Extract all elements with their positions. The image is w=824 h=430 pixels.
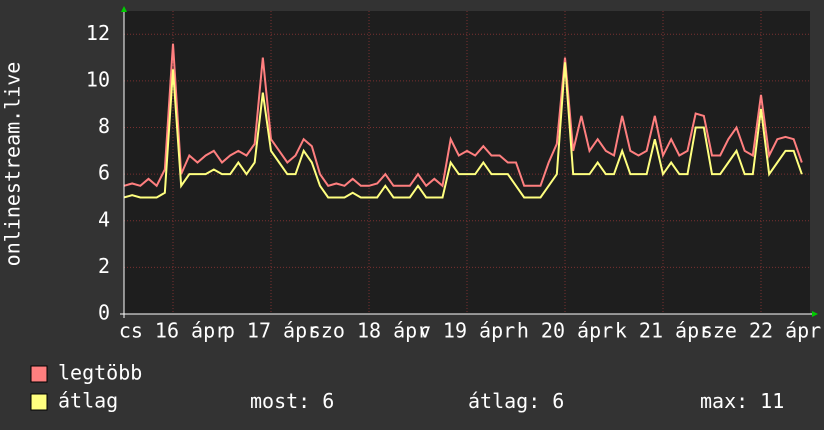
legend-swatch (30, 393, 48, 411)
y-tick-label: 8 (98, 114, 110, 138)
y-tick-label: 0 (98, 301, 110, 325)
arrow (812, 311, 818, 317)
x-tick-label: k 21 ápr (615, 319, 711, 343)
y-tick-label: 2 (98, 254, 110, 278)
stat-label: átlag: (468, 389, 540, 413)
x-tick-label: cs 16 ápr (119, 319, 227, 343)
series-line (123, 62, 803, 199)
stat-value: 6 (322, 389, 334, 413)
stat-label: max: (700, 389, 748, 413)
stat-value: 11 (760, 389, 784, 413)
arrow (121, 6, 127, 12)
x-tick-label: sze 22 ápr (701, 319, 821, 343)
legend-label: átlag (58, 389, 118, 413)
stat: most: 6 (250, 389, 334, 413)
stat: átlag: 6 (468, 389, 564, 413)
legend-swatch (30, 365, 48, 383)
y-tick-label: 4 (98, 207, 110, 231)
x-tick-label: p 17 ápr (223, 319, 319, 343)
x-tick-label: h 20 ápr (517, 319, 613, 343)
stat-label: most: (250, 389, 310, 413)
x-tick-label: v 19 ápr (419, 319, 515, 343)
stat: max: 11 (700, 389, 784, 413)
y-tick-label: 10 (86, 67, 110, 91)
legend: legtöbb átlag most: 6 átlag: 6 max: 11 (30, 361, 784, 413)
y-axis-label: onlinestream.live (1, 62, 25, 267)
legend-label: legtöbb (58, 361, 142, 385)
y-tick-label: 12 (86, 21, 110, 45)
series-line (123, 43, 803, 188)
stat-value: 6 (552, 389, 564, 413)
y-tick-label: 6 (98, 161, 110, 185)
x-tick-label: szo 18 ápr (309, 319, 429, 343)
lines (123, 43, 803, 199)
